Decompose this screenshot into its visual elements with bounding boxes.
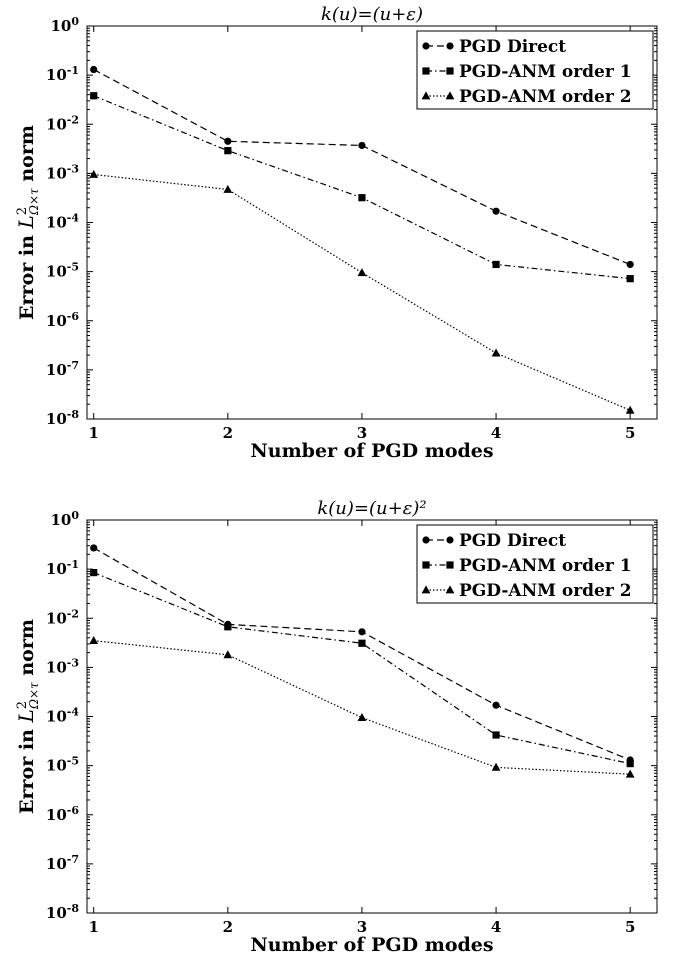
- legend-marker: [445, 585, 455, 594]
- data-point: [492, 207, 500, 215]
- data-point: [89, 636, 99, 645]
- y-tick-label: 10-4: [46, 706, 79, 726]
- data-point: [492, 731, 500, 739]
- data-point: [358, 194, 366, 202]
- series-line: [93, 95, 631, 280]
- y-tick-label: 10-2: [46, 607, 79, 627]
- y-tick-label: 10-8: [46, 902, 79, 922]
- data-point: [90, 544, 98, 552]
- chart-top: 10-8 10-7 10-6 10-5 10-4 10-3 10-2 10-1 100 1 2 3 4 5…: [14, 4, 658, 462]
- x-axis-label: Number of PGD modes: [250, 934, 493, 956]
- y-tick-label: 10-5: [46, 755, 79, 775]
- y-tick-label: 10-6: [46, 804, 79, 824]
- data-point: [358, 628, 366, 636]
- data-point: [358, 141, 366, 150]
- legend-marker: [421, 585, 431, 594]
- y-tick-label: 10-2: [46, 113, 79, 133]
- data-point: [357, 712, 367, 721]
- y-tick-label: 100: [50, 509, 79, 529]
- x-tick-label: 5: [625, 918, 635, 936]
- chart-title: k(u)=(u+ε)²: [317, 498, 426, 519]
- legend-box: [416, 30, 654, 110]
- y-axis-label: Error in L2Ω×τ norm: [14, 619, 41, 814]
- y-tick-label: 10-8: [46, 408, 79, 428]
- data-point: [491, 348, 501, 357]
- x-tick-label: 2: [223, 424, 233, 442]
- legend-label: PGD-ANM order 2: [459, 581, 632, 601]
- data-point: [358, 639, 366, 647]
- data-point: [491, 762, 501, 771]
- x-tick-label: 4: [491, 424, 501, 442]
- x-tick-label: 5: [625, 424, 635, 442]
- data-point: [626, 275, 634, 283]
- x-tick-label: 2: [223, 918, 233, 936]
- legend-marker: [422, 42, 430, 50]
- y-tick-label: 10-1: [46, 558, 79, 578]
- data-point: [492, 260, 500, 269]
- legend-marker: [446, 536, 454, 544]
- data-point: [625, 769, 635, 778]
- y-tick-label: 100: [50, 15, 79, 35]
- x-tick-label: 3: [357, 424, 367, 442]
- y-tick-label: 10-5: [46, 261, 79, 281]
- data-point: [224, 147, 232, 155]
- data-point: [90, 568, 98, 577]
- data-point: [626, 260, 634, 269]
- x-tick-label: 1: [88, 918, 98, 936]
- data-point: [224, 137, 232, 145]
- legend-box: [416, 524, 654, 604]
- data-point: [492, 701, 500, 709]
- y-tick-label: 10-4: [46, 212, 79, 232]
- legend-marker: [446, 67, 454, 75]
- chart-bottom: 10-8 10-7 10-6 10-5 10-4 10-3 10-2 10-1 100 1 2 3 4 5…: [14, 498, 658, 956]
- data-point: [357, 268, 367, 277]
- x-tick-label: 4: [491, 918, 501, 936]
- legend-marker: [422, 67, 430, 75]
- y-tick-label: 10-7: [46, 853, 79, 873]
- y-tick-label: 10-3: [46, 656, 79, 676]
- x-tick-label: 3: [357, 918, 367, 936]
- legend-marker: [422, 561, 430, 569]
- legend-marker: [421, 91, 431, 100]
- data-point: [89, 169, 99, 178]
- data-point: [90, 65, 98, 74]
- legend-label: PGD-ANM order 1: [459, 556, 632, 576]
- series-line: [93, 173, 631, 411]
- chart-title: k(u)=(u+ε): [321, 4, 423, 25]
- data-point: [626, 759, 634, 768]
- y-axis-label: Error in L2Ω×τ norm: [14, 125, 41, 320]
- x-axis-label: Number of PGD modes: [250, 440, 493, 462]
- data-point: [223, 184, 233, 193]
- legend-label: PGD-ANM order 2: [459, 87, 632, 107]
- y-tick-label: 10-3: [46, 162, 79, 182]
- y-tick-label: 10-6: [46, 310, 79, 330]
- series-line: [93, 640, 631, 775]
- data-point: [625, 405, 635, 414]
- legend-marker: [422, 536, 430, 544]
- legend-marker: [445, 91, 455, 100]
- y-tick-label: 10-1: [46, 64, 79, 84]
- legend-marker: [446, 561, 454, 569]
- data-point: [90, 92, 98, 100]
- legend-label: PGD Direct: [459, 37, 566, 57]
- data-point: [224, 623, 232, 631]
- y-tick-label: 10-7: [46, 359, 79, 379]
- legend-marker: [446, 42, 454, 50]
- legend-label: PGD Direct: [459, 531, 566, 551]
- data-point: [223, 650, 233, 659]
- legend-label: PGD-ANM order 1: [459, 62, 632, 82]
- x-tick-label: 1: [88, 424, 98, 442]
